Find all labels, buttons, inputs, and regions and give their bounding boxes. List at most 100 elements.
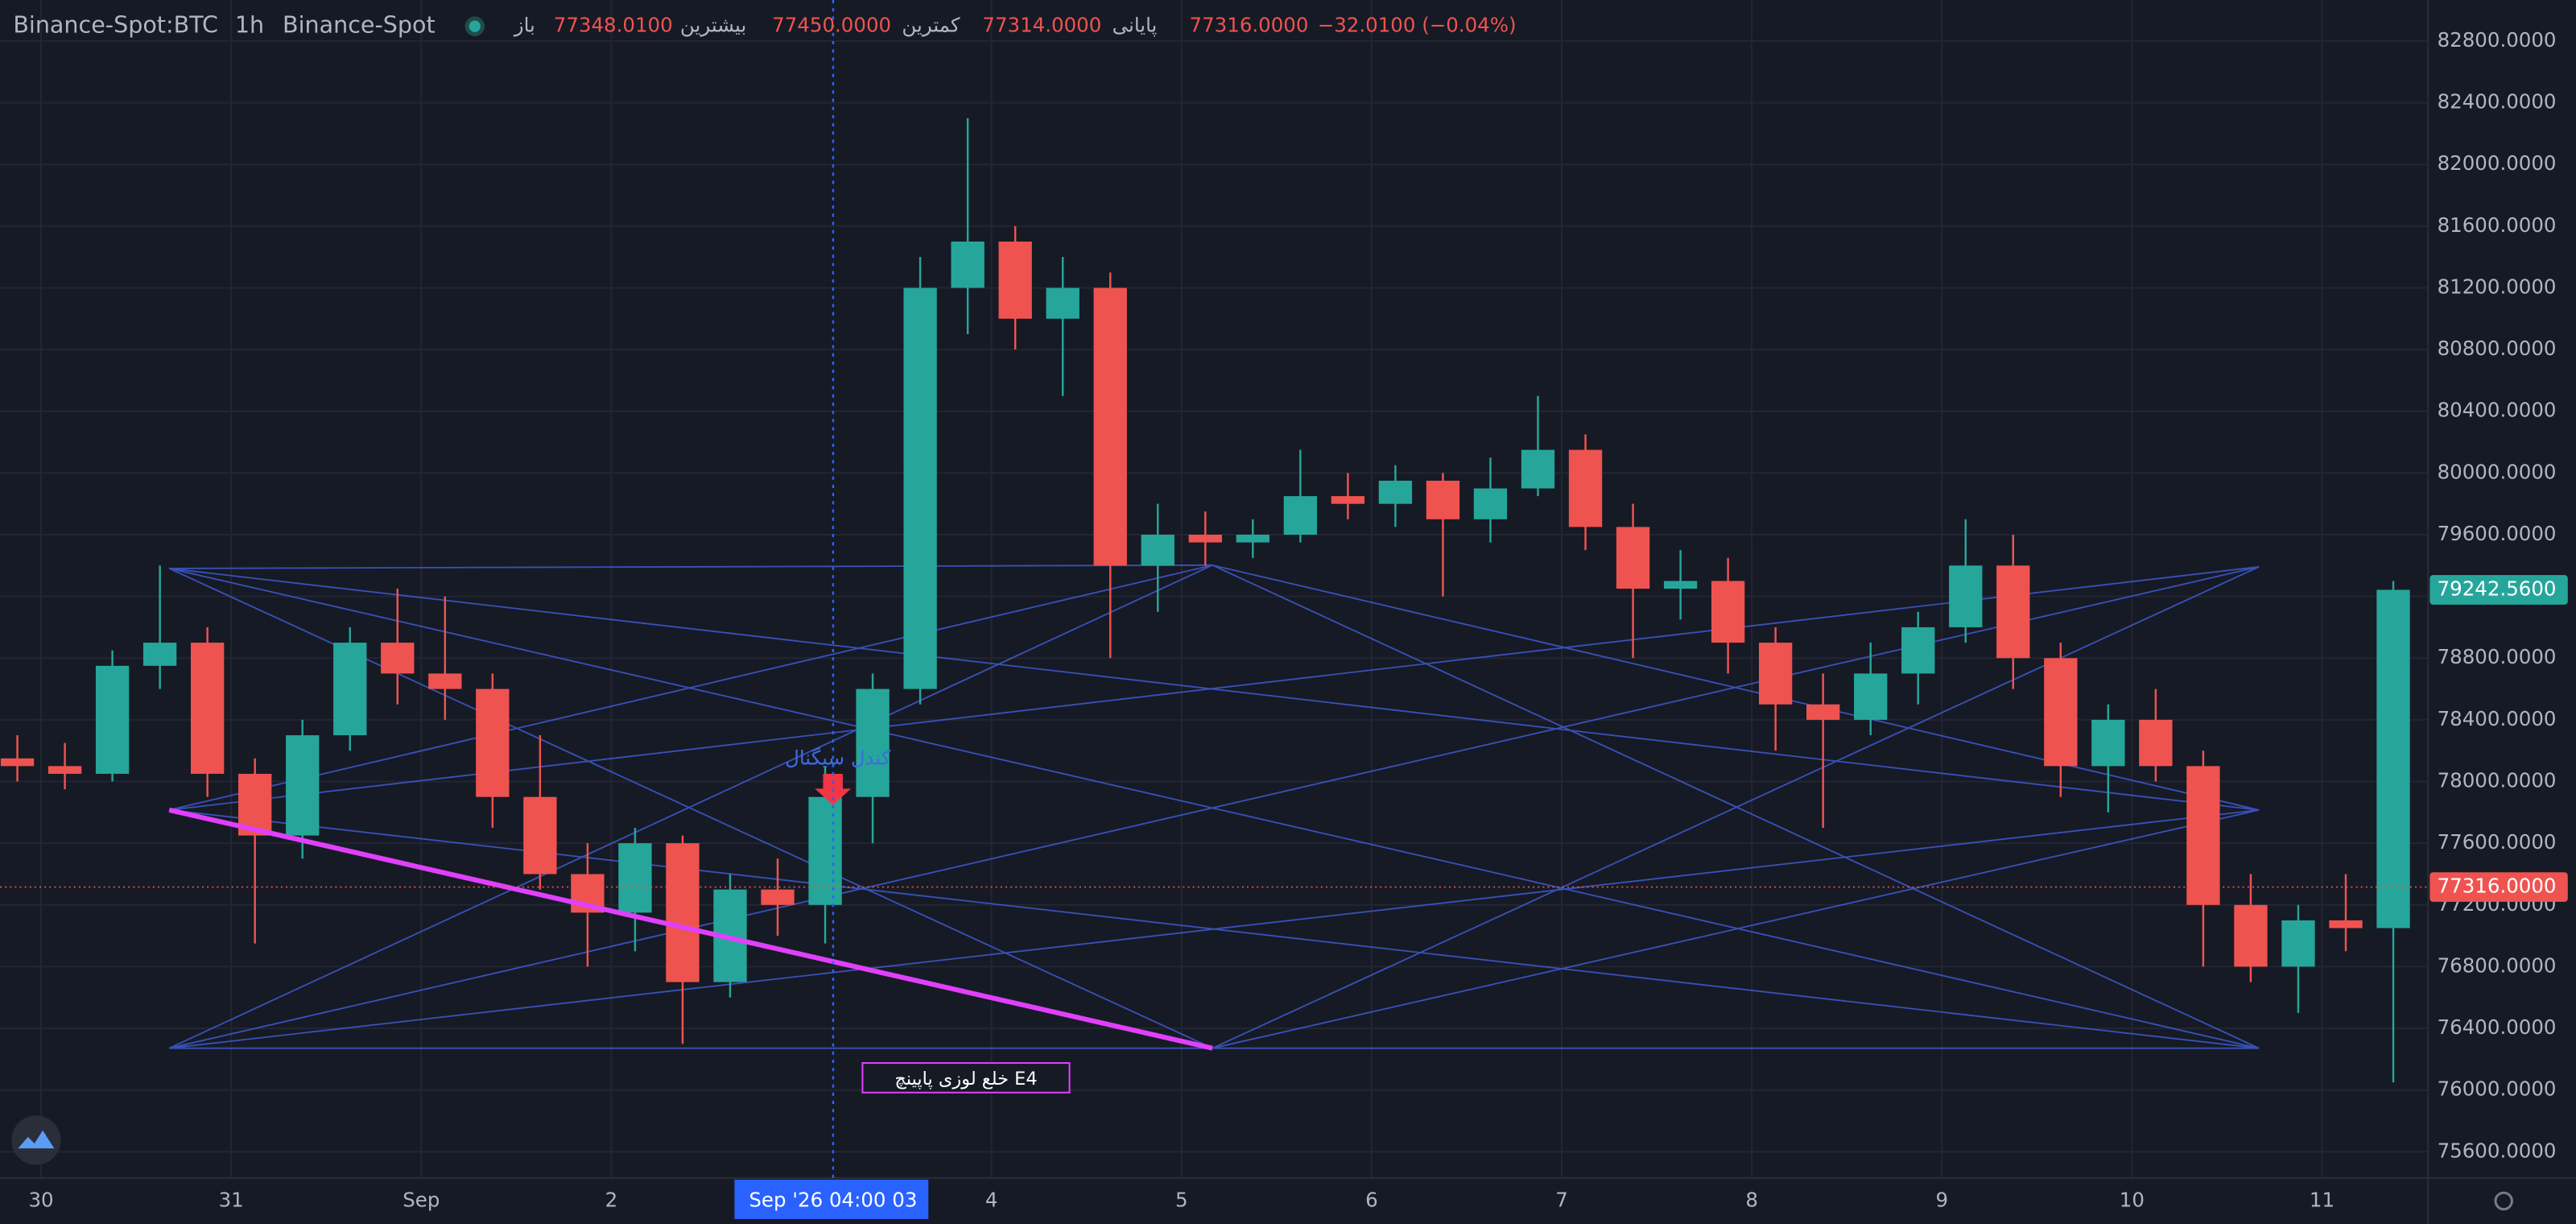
candle-body bbox=[2139, 719, 2173, 767]
candle-body bbox=[1046, 287, 1080, 319]
logo-mark bbox=[18, 1130, 55, 1149]
candle-body bbox=[2281, 920, 2315, 967]
settings-icon[interactable] bbox=[2494, 1191, 2513, 1211]
candle-body bbox=[1521, 449, 1555, 489]
close-label: پایانی bbox=[1113, 14, 1158, 37]
y-tick-label: 80400.0000 bbox=[2438, 399, 2557, 422]
logo-circle bbox=[11, 1115, 61, 1165]
candle-body bbox=[1331, 496, 1365, 504]
y-tick-label: 82000.0000 bbox=[2438, 151, 2557, 175]
status-dot bbox=[469, 20, 481, 32]
candle-body bbox=[1949, 565, 1983, 627]
candle-body bbox=[808, 796, 842, 905]
candle-body bbox=[476, 688, 510, 797]
candle-body bbox=[951, 242, 985, 288]
signal-label: کندل سیگنال bbox=[785, 746, 891, 770]
change-value: −32.0100 (−0.04%) bbox=[1318, 14, 1517, 37]
candle-body bbox=[1616, 527, 1650, 589]
x-tick-label: 4 bbox=[985, 1188, 998, 1211]
candle-body bbox=[1568, 449, 1603, 527]
crosshair-label: Sep '26 04:00 03 bbox=[749, 1188, 917, 1211]
trend-line bbox=[1212, 808, 2260, 1049]
candle-body bbox=[1854, 673, 1888, 720]
trend-line bbox=[169, 568, 2260, 811]
y-tick-label: 79600.0000 bbox=[2438, 522, 2557, 545]
candle-body bbox=[95, 665, 130, 774]
candle-body bbox=[2376, 589, 2410, 928]
trend-line bbox=[169, 564, 1213, 569]
high-label: بیشترین bbox=[680, 14, 746, 37]
y-tick-label: 78400.0000 bbox=[2438, 707, 2557, 730]
y-tick-label: 76800.0000 bbox=[2438, 953, 2557, 977]
trend-line bbox=[168, 568, 2260, 1049]
candle-body bbox=[0, 758, 35, 767]
drawings bbox=[168, 564, 2260, 1049]
x-tick-label: 2 bbox=[605, 1188, 618, 1211]
candle-body bbox=[286, 735, 320, 836]
candle-body bbox=[1093, 287, 1127, 566]
logo bbox=[11, 1115, 61, 1165]
high-value: 77450.0000 bbox=[772, 14, 891, 37]
y-tick-label: 75600.0000 bbox=[2438, 1139, 2557, 1162]
candle-body bbox=[1663, 581, 1698, 589]
pattern-label: خلع لوزی پاپینچ E4 bbox=[894, 1069, 1037, 1090]
x-tick-label: Sep bbox=[402, 1188, 440, 1211]
trend-line bbox=[169, 565, 2260, 811]
candle-body bbox=[1236, 535, 1269, 543]
trend-line bbox=[1212, 564, 2260, 811]
candle-body bbox=[1378, 480, 1413, 504]
interval: 1h bbox=[235, 11, 264, 39]
candle-body bbox=[666, 843, 700, 982]
candle-body bbox=[333, 643, 367, 736]
candle-body bbox=[1996, 565, 2030, 659]
y-tick-label: 80000.0000 bbox=[2438, 460, 2557, 483]
low-label: کمترین bbox=[902, 14, 960, 37]
candle-body bbox=[856, 688, 890, 797]
settings-gear[interactable] bbox=[2494, 1191, 2513, 1211]
candle-body bbox=[1141, 535, 1174, 566]
y-tick-label: 81600.0000 bbox=[2438, 213, 2557, 237]
last-price-label: 79242.5600 bbox=[2438, 577, 2557, 600]
x-tick-label: 30 bbox=[28, 1188, 53, 1211]
candle-body bbox=[1283, 496, 1318, 536]
candle-body bbox=[2186, 766, 2220, 905]
header: Binance-Spot:BTC 1h Binance-Spot باز 773… bbox=[13, 11, 1516, 39]
candle-body bbox=[428, 673, 462, 689]
y-tick-label: 78800.0000 bbox=[2438, 645, 2557, 668]
y-tick-label: 81200.0000 bbox=[2438, 275, 2557, 298]
x-tick-label: 31 bbox=[219, 1188, 244, 1211]
candle-body bbox=[142, 643, 177, 666]
y-tick-label: 76400.0000 bbox=[2438, 1015, 2557, 1039]
crosshair-box bbox=[734, 1179, 929, 1219]
candle-body bbox=[998, 242, 1032, 319]
open-value: 77348.0100 bbox=[554, 14, 673, 37]
candle-body bbox=[1188, 535, 1222, 543]
candle-body bbox=[2091, 719, 2125, 767]
candle-body bbox=[2044, 658, 2078, 767]
candle-body bbox=[2329, 920, 2363, 928]
x-tick-label: 7 bbox=[1555, 1188, 1568, 1211]
x-tick-label: 8 bbox=[1745, 1188, 1758, 1211]
y-tick-label: 77600.0000 bbox=[2438, 830, 2557, 854]
hover-price-box bbox=[2429, 872, 2568, 902]
candle-body bbox=[1901, 626, 1935, 674]
candle-body bbox=[1806, 704, 1840, 720]
open-label: باز bbox=[513, 14, 535, 37]
symbol: Binance-Spot:BTC bbox=[13, 11, 218, 39]
close-value: 77316.0000 bbox=[1190, 14, 1309, 37]
x-tick-label: 11 bbox=[2310, 1188, 2334, 1211]
candle-body bbox=[1711, 581, 1745, 643]
trend-line bbox=[168, 564, 1213, 811]
trend-line bbox=[1212, 566, 2260, 1049]
candle-body bbox=[191, 643, 225, 774]
candle-body bbox=[381, 643, 415, 674]
trend-line bbox=[168, 564, 1213, 1049]
x-tick-label: 6 bbox=[1365, 1188, 1378, 1211]
candle-body bbox=[761, 889, 795, 905]
y-tick-label: 78000.0000 bbox=[2438, 769, 2557, 792]
candle-body bbox=[903, 287, 937, 689]
x-tick-label: 5 bbox=[1175, 1188, 1188, 1211]
